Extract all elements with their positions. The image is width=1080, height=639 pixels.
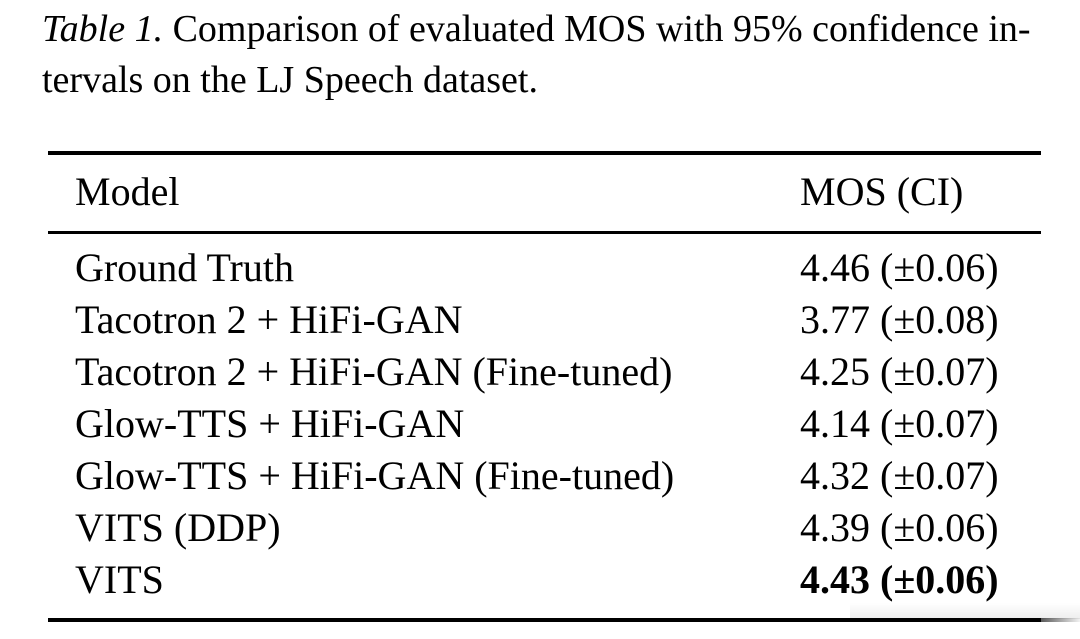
mos-ci-cell: 4.14 (±0.07) [800, 401, 999, 446]
model-cell: Tacotron 2 + HiFi-GAN [75, 297, 463, 342]
mos-ci-cell: 3.77 (±0.08) [800, 297, 999, 342]
mos-ci-cell: 4.32 (±0.07) [800, 453, 999, 498]
table-row: Ground Truth 4.46 (±0.06) [48, 242, 1041, 294]
table-mid-rule [48, 231, 1041, 234]
mos-ci-cell: 4.39 (±0.06) [800, 505, 999, 550]
model-cell: VITS (DDP) [75, 505, 281, 550]
model-cell: Ground Truth [75, 245, 294, 290]
mos-ci-cell: 4.25 (±0.07) [800, 349, 999, 394]
table-header-row: Model MOS (CI) [48, 155, 1041, 231]
table-body: Ground Truth 4.46 (±0.06) Tacotron 2 + HiF… [48, 234, 1041, 618]
table-caption: Table 1. Comparison of evaluated MOS wit… [42, 4, 1052, 106]
table-top-rule [48, 151, 1041, 155]
column-header-mos-ci: MOS (CI) [800, 169, 964, 214]
model-cell: Tacotron 2 + HiFi-GAN (Fine-tuned) [75, 349, 673, 394]
model-cell: VITS [75, 557, 164, 602]
mos-ci-cell: 4.46 (±0.06) [800, 245, 999, 290]
table-row: Glow-TTS + HiFi-GAN (Fine-tuned) 4.32 (±0… [48, 450, 1041, 502]
table-row: Tacotron 2 + HiFi-GAN 3.77 (±0.08) [48, 294, 1041, 346]
table-bottom-rule [48, 603, 1080, 622]
table-caption-line2: tervals on the LJ Speech dataset. [42, 59, 538, 101]
column-header-model: Model [75, 169, 180, 214]
table-row: VITS 4.43 (±0.06) [48, 554, 1041, 606]
scan-artifact-rule-extension [1041, 618, 1080, 622]
mos-comparison-table: Model MOS (CI) Ground Truth 4.46 (±0.06) T… [48, 151, 1080, 622]
table-caption-line1: Comparison of evaluated MOS with 95% con… [163, 8, 1031, 50]
model-cell: Glow-TTS + HiFi-GAN (Fine-tuned) [75, 453, 675, 498]
table-row: Tacotron 2 + HiFi-GAN (Fine-tuned) 4.25 (… [48, 346, 1041, 398]
model-cell: Glow-TTS + HiFi-GAN [75, 401, 465, 446]
mos-ci-cell: 4.43 (±0.06) [800, 557, 999, 602]
table-row: Glow-TTS + HiFi-GAN 4.14 (±0.07) [48, 398, 1041, 450]
table-caption-label: Table 1. [42, 8, 164, 50]
table-row: VITS (DDP) 4.39 (±0.06) [48, 502, 1041, 554]
